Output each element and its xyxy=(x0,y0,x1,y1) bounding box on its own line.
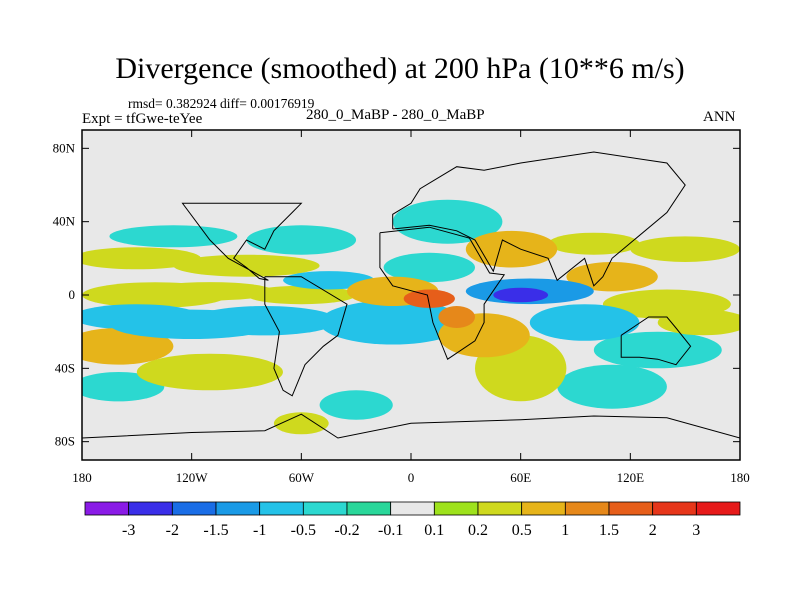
colorbar-label-1: -2 xyxy=(166,522,179,539)
colorbar-label-4: -0.5 xyxy=(291,522,316,539)
x-tick-label-6: 180 xyxy=(730,470,750,485)
contour-region-5 xyxy=(319,390,393,420)
y-tick-label-3: 40S xyxy=(55,360,75,375)
contour-region-6 xyxy=(246,285,357,305)
colorbar-swatch-4 xyxy=(259,501,304,516)
colorbar-label-9: 0.5 xyxy=(512,522,532,539)
season-label: ANN xyxy=(703,109,736,125)
contour-region-22 xyxy=(657,309,740,336)
contour-region-29 xyxy=(109,309,274,339)
contour-region-3 xyxy=(548,232,640,255)
contour-region-15 xyxy=(630,236,740,262)
contour-region-10 xyxy=(173,254,320,277)
contour-region-2 xyxy=(557,364,667,409)
contour-region-4 xyxy=(273,412,329,435)
colorbar-label-7: 0.1 xyxy=(424,522,444,539)
colorbar-swatch-14 xyxy=(695,501,741,516)
coastline xyxy=(82,151,740,439)
colorbar-label-0: -3 xyxy=(122,522,135,539)
subtitle: 280_0_MaBP - 280_0_MaBP xyxy=(306,107,485,123)
contour-region-33 xyxy=(403,289,455,308)
colorbar-label-6: -0.1 xyxy=(378,522,403,539)
colorbar-swatch-8 xyxy=(433,501,479,516)
colorbar-swatch-5 xyxy=(302,501,348,516)
contour-field xyxy=(82,199,740,435)
colorbar-swatch-0 xyxy=(84,501,130,516)
colorbar-label-3: -1 xyxy=(253,522,266,539)
coastline-segment-5 xyxy=(82,413,740,439)
y-tick-label-4: 80S xyxy=(55,434,75,449)
contour-region-19 xyxy=(319,300,466,345)
contour-region-32 xyxy=(438,306,476,328)
y-tick-label-2: 0 xyxy=(69,287,76,302)
x-tick-label-2: 60W xyxy=(289,470,315,485)
contour-region-16 xyxy=(593,331,722,369)
colorbar-label-10: 1 xyxy=(561,522,569,539)
axis-ticks: 180 120W 60W 0 60E 120E 180 80N 40N 0 40S 80S xyxy=(53,130,750,485)
colorbar-swatch-13 xyxy=(652,501,697,516)
y-tick-label-0: 80N xyxy=(53,140,76,155)
colorbar-swatch-7 xyxy=(390,501,435,516)
x-tick-label-1: 120W xyxy=(176,470,209,485)
colorbar-label-11: 1.5 xyxy=(599,522,619,539)
coastline-segment-1 xyxy=(392,151,686,287)
contour-region-26 xyxy=(566,262,658,292)
contour-region-8 xyxy=(109,225,238,248)
contour-region-28 xyxy=(465,230,558,268)
colorbar-swatch-3 xyxy=(215,501,261,516)
colorbar-label-12: 2 xyxy=(649,522,657,539)
coastline-segment-4 xyxy=(620,316,692,366)
colorbar-swatch-10 xyxy=(521,501,566,516)
y-tick-label-1: 40N xyxy=(53,214,76,229)
colorbar-swatch-6 xyxy=(346,501,392,516)
stats-text: rmsd= 0.382924 diff= 0.00176919 xyxy=(128,96,315,111)
coastline-segment-3 xyxy=(181,202,303,281)
colorbar-swatch-11 xyxy=(564,501,610,516)
colorbar-label-8: 0.2 xyxy=(468,522,488,539)
x-tick-label-3: 0 xyxy=(408,470,415,485)
coastline-segment-2 xyxy=(264,276,348,397)
contour-region-34 xyxy=(493,287,549,303)
colorbar-label-5: -0.2 xyxy=(334,522,359,539)
contour-region-21 xyxy=(529,304,640,341)
colorbar-swatch-2 xyxy=(171,501,217,516)
colorbar-swatch-9 xyxy=(477,501,523,516)
experiment-text: Expt = tfGwe-teYee xyxy=(82,111,203,127)
colorbar-swatch-1 xyxy=(128,501,173,516)
x-tick-label-4: 60E xyxy=(510,470,531,485)
colorbar: -3 -2 -1.5 -1 -0.5 -0.2 -0.1 0.1 0.2 0.5 1 1.5 2 3 xyxy=(84,501,741,539)
contour-region-24 xyxy=(82,328,174,365)
contour-region-12 xyxy=(383,252,475,283)
contour-region-9 xyxy=(82,247,201,270)
x-tick-label-5: 120E xyxy=(617,470,645,485)
chart-title: Divergence (smoothed) at 200 hPa (10**6 … xyxy=(115,52,685,85)
colorbar-label-13: 3 xyxy=(692,522,700,539)
contour-region-13 xyxy=(392,199,503,244)
colorbar-label-2: -1.5 xyxy=(203,522,228,539)
coastline-segment-0 xyxy=(379,226,506,360)
x-tick-label-0: 180 xyxy=(72,470,92,485)
contour-region-11 xyxy=(246,225,357,255)
contour-region-17 xyxy=(136,353,283,391)
contour-region-7 xyxy=(82,282,229,308)
colorbar-swatch-12 xyxy=(608,501,654,516)
